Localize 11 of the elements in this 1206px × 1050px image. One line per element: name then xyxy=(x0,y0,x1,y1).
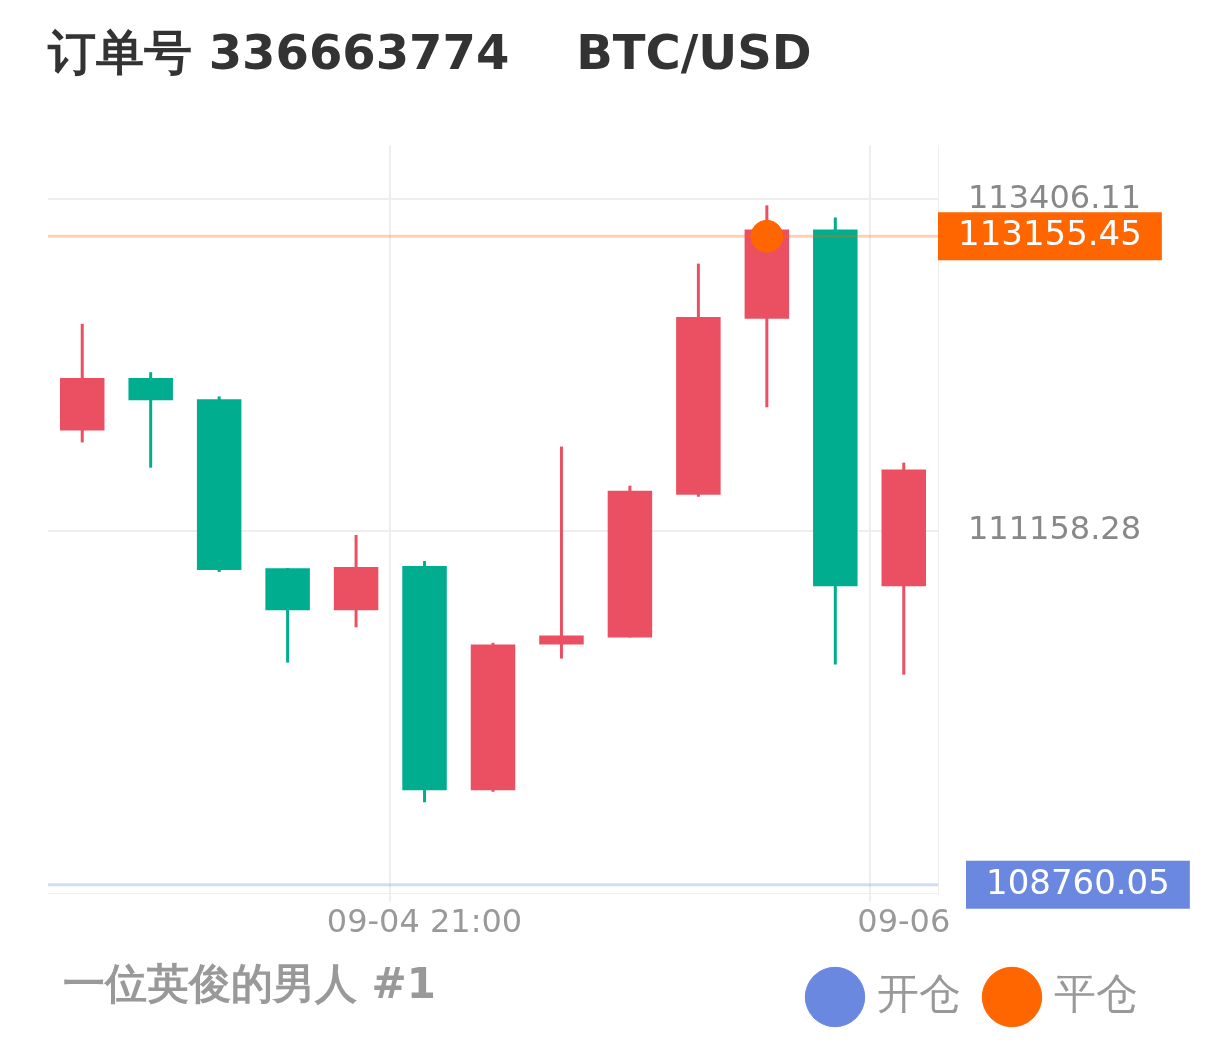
x-tick-label: 09-06 xyxy=(857,902,951,941)
ref-line-label: 113155.45 xyxy=(958,213,1142,254)
ref-line-label: 108760.05 xyxy=(986,861,1170,902)
y-tick-label: 111158.28 xyxy=(968,509,1142,548)
legend-label: 开仓 xyxy=(877,968,961,1018)
legend-label: 平仓 xyxy=(1054,968,1138,1018)
candlestick xyxy=(539,446,584,659)
x-tick-label: 09-04 21:00 xyxy=(326,902,523,941)
text: 一位英俊的男人 #1 xyxy=(63,958,437,1008)
chart-title: 订单号 336663774 BTC/USD xyxy=(47,24,812,81)
y-tick-label: 113406.11 xyxy=(968,177,1142,216)
